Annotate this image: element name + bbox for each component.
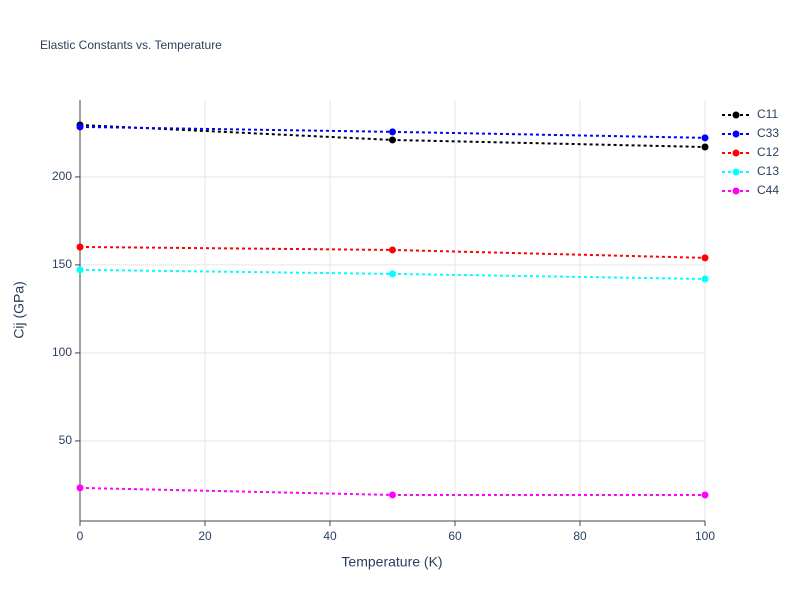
legend-marker — [732, 187, 740, 195]
data-point — [701, 491, 709, 499]
x-tick-label: 40 — [323, 529, 337, 543]
legend-marker — [732, 130, 740, 138]
x-axis-label: Temperature (K) — [341, 554, 442, 570]
legend-label: C13 — [757, 164, 779, 178]
legend-label: C12 — [757, 145, 779, 159]
data-point — [701, 275, 709, 283]
y-tick-label: 150 — [52, 257, 72, 271]
data-point — [701, 254, 709, 262]
data-point — [701, 134, 709, 142]
x-tick-label: 100 — [695, 529, 715, 543]
data-point — [389, 128, 396, 136]
data-point — [389, 491, 396, 499]
y-tick-label: 200 — [52, 169, 72, 183]
y-axis-label: Cij (GPa) — [11, 281, 27, 339]
data-point — [76, 484, 84, 492]
legend-label: C11 — [757, 107, 778, 121]
data-point — [389, 136, 396, 144]
legend-label: C33 — [757, 126, 779, 140]
y-tick-label: 50 — [59, 433, 73, 447]
data-point — [76, 123, 84, 131]
series-line — [79, 123, 706, 148]
x-tick-label: 20 — [198, 529, 212, 543]
legend-marker — [732, 111, 740, 119]
x-tick-label: 80 — [573, 529, 587, 543]
y-tick-label: 100 — [52, 345, 72, 359]
data-point — [76, 243, 84, 251]
x-tick-label: 0 — [77, 529, 84, 543]
legend-marker — [732, 168, 740, 176]
chart-title: Elastic Constants vs. Temperature — [40, 38, 222, 52]
data-point — [701, 143, 709, 151]
x-tick-label: 60 — [448, 529, 462, 543]
data-point — [389, 246, 396, 254]
legend-marker — [732, 149, 740, 157]
legend-label: C44 — [757, 183, 779, 197]
data-point — [76, 266, 84, 274]
data-point — [389, 270, 396, 278]
